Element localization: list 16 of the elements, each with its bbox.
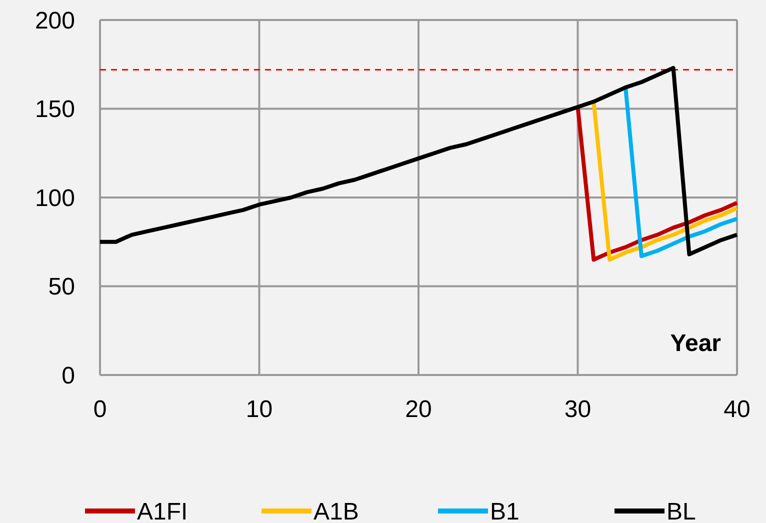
x-tick-label: 30 <box>564 396 592 423</box>
x-axis-title: Year <box>670 330 721 357</box>
x-tick-label: 40 <box>724 396 750 423</box>
y-tick-label: 0 <box>62 362 75 390</box>
y-tick-label: 200 <box>34 7 75 34</box>
legend-label: B1 <box>490 498 520 523</box>
legend-label: A1B <box>314 498 359 523</box>
x-tick-label: 20 <box>405 396 432 423</box>
legend-label: A1FI <box>137 498 188 523</box>
line-series <box>98 66 739 256</box>
y-tick-label: 100 <box>34 184 75 212</box>
y-tick-label: 150 <box>34 96 75 124</box>
x-tick-label: 10 <box>246 396 273 423</box>
y-tick-label: 50 <box>48 274 75 301</box>
x-tick-label: 0 <box>93 396 107 423</box>
legend-label: BL <box>666 498 696 523</box>
